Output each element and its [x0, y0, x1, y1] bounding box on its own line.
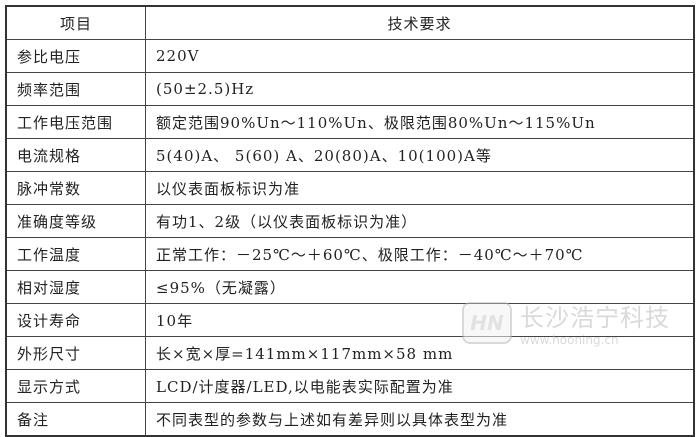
table-row: 参比电压 220V [5, 39, 695, 73]
row-value: 5(40)A、 5(60) A、20(80)A、10(100)A等 [145, 138, 695, 172]
row-value: 正常工作：－25℃～＋60℃、极限工作：－40℃～＋70℃ [145, 237, 695, 271]
row-item: 显示方式 [5, 369, 146, 403]
row-item: 准确度等级 [5, 204, 146, 238]
table-header-row: 项目 技术要求 [5, 5, 695, 40]
row-item: 外形尺寸 [5, 336, 146, 370]
row-value: 以仪表面板标识为准 [145, 171, 695, 205]
table-row: 设计寿命 10年 [5, 303, 695, 337]
row-item: 工作电压范围 [5, 105, 146, 139]
row-value: 不同表型的参数与上述如有差异则以具体表型为准 [145, 402, 695, 437]
table-row: 显示方式 LCD/计度器/LED,以电能表实际配置为准 [5, 369, 695, 403]
row-value: LCD/计度器/LED,以电能表实际配置为准 [145, 369, 695, 403]
row-value: 有功1、2级（以仪表面板标识为准） [145, 204, 695, 238]
row-value: 220V [145, 39, 695, 73]
row-item: 脉冲常数 [5, 171, 146, 205]
row-value: (50±2.5)Hz [145, 72, 695, 106]
row-value: 长×宽×厚=141mm×117mm×58 mm [145, 336, 695, 370]
row-item: 备注 [5, 402, 146, 437]
table-row: 脉冲常数 以仪表面板标识为准 [5, 171, 695, 205]
row-item: 频率范围 [5, 72, 146, 106]
table-row: 工作温度 正常工作：－25℃～＋60℃、极限工作：－40℃～＋70℃ [5, 237, 695, 271]
row-value: 额定范围90%Un～110%Un、极限范围80%Un～115%Un [145, 105, 695, 139]
header-requirement: 技术要求 [145, 5, 695, 40]
table-row: 相对湿度 ≤95%（无凝露） [5, 270, 695, 304]
row-item: 相对湿度 [5, 270, 146, 304]
table-row: 备注 不同表型的参数与上述如有差异则以具体表型为准 [5, 402, 695, 437]
table-row: 频率范围 (50±2.5)Hz [5, 72, 695, 106]
table-row: 工作电压范围 额定范围90%Un～110%Un、极限范围80%Un～115%Un [5, 105, 695, 139]
row-value: 10年 [145, 303, 695, 337]
table-row: 准确度等级 有功1、2级（以仪表面板标识为准） [5, 204, 695, 238]
table-row: 电流规格 5(40)A、 5(60) A、20(80)A、10(100)A等 [5, 138, 695, 172]
row-value: ≤95%（无凝露） [145, 270, 695, 304]
table-row: 外形尺寸 长×宽×厚=141mm×117mm×58 mm [5, 336, 695, 370]
row-item: 工作温度 [5, 237, 146, 271]
row-item: 电流规格 [5, 138, 146, 172]
spec-table: 项目 技术要求 参比电压 220V 频率范围 (50±2.5)Hz 工作电压范围 额定范围… [5, 5, 695, 437]
row-item: 设计寿命 [5, 303, 146, 337]
header-item: 项目 [5, 5, 146, 40]
row-item: 参比电压 [5, 39, 146, 73]
